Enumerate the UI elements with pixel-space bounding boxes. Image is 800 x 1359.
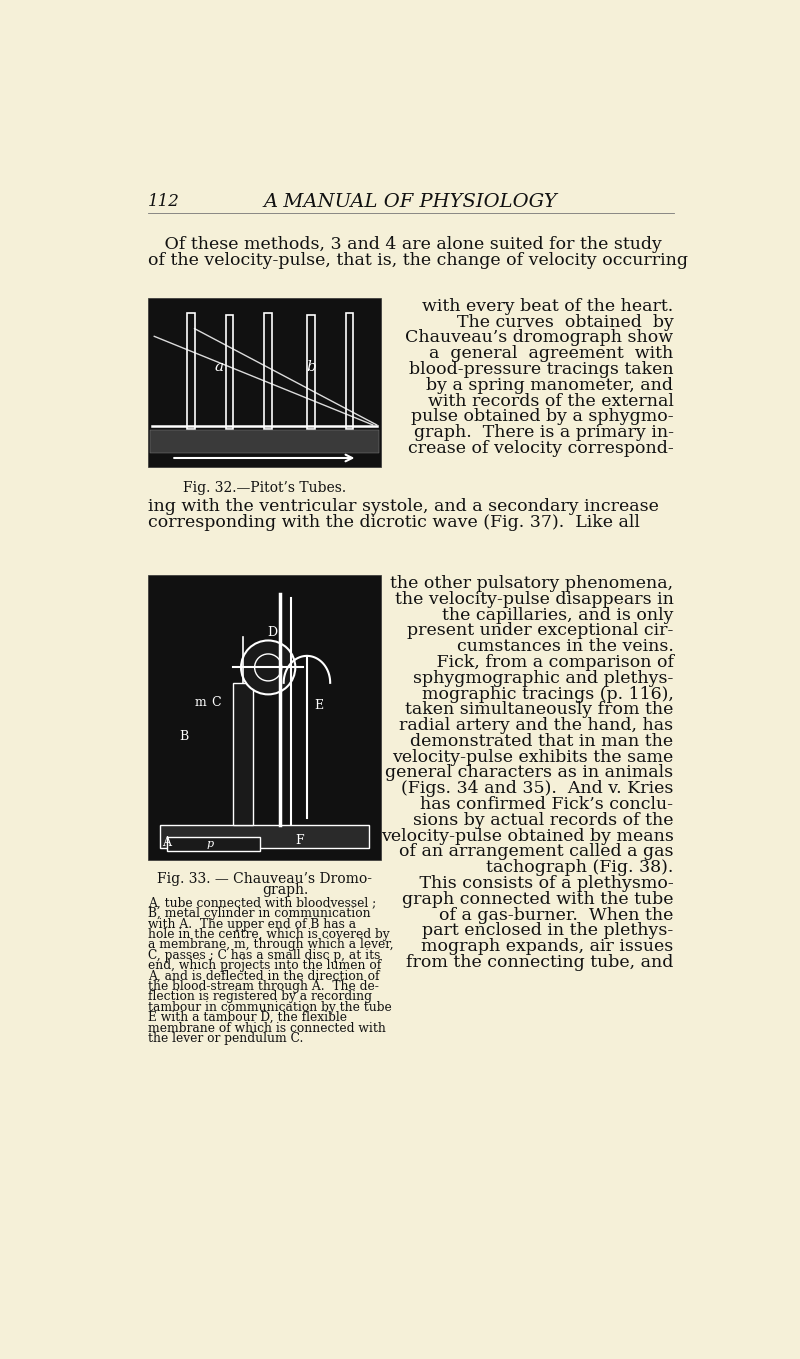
Text: b: b (306, 360, 316, 374)
Text: This consists of a plethysmo-: This consists of a plethysmo- (402, 875, 674, 892)
Text: general characters as in animals: general characters as in animals (386, 765, 674, 781)
Text: F: F (295, 834, 304, 847)
Text: hole in the centre, which is covered by: hole in the centre, which is covered by (148, 928, 390, 940)
Text: graph.: graph. (262, 883, 309, 897)
Text: Chauveau’s dromograph show: Chauveau’s dromograph show (406, 329, 674, 347)
Bar (160, 825, 369, 848)
Text: A, and is deflected in the direction of: A, and is deflected in the direction of (148, 970, 379, 983)
Text: mograph expands, air issues: mograph expands, air issues (422, 938, 674, 955)
Text: membrane of which is connected with: membrane of which is connected with (148, 1022, 386, 1034)
Text: Fick, from a comparison of: Fick, from a comparison of (419, 654, 674, 671)
Text: E with a tambour D, the flexible: E with a tambour D, the flexible (148, 1011, 347, 1025)
Text: B: B (179, 730, 188, 743)
Text: A: A (162, 836, 171, 849)
Text: of the velocity-pulse, that is, the change of velocity occurring: of the velocity-pulse, that is, the chan… (148, 253, 688, 269)
Text: tambour in communication by the tube: tambour in communication by the tube (148, 1000, 392, 1014)
Text: a  general  agreement  with: a general agreement with (430, 345, 674, 363)
Text: C, passes ; C has a small disc p, at its: C, passes ; C has a small disc p, at its (148, 949, 381, 962)
Bar (187, 313, 194, 428)
Text: has confirmed Fick’s conclu-: has confirmed Fick’s conclu- (421, 796, 674, 813)
Circle shape (241, 640, 295, 694)
Text: of an arrangement called a gas: of an arrangement called a gas (399, 844, 674, 860)
Text: crease of velocity correspond-: crease of velocity correspond- (408, 440, 674, 457)
Text: Fig. 32.—Pitot’s Tubes.: Fig. 32.—Pitot’s Tubes. (182, 481, 346, 495)
Bar (167, 837, 261, 851)
Text: with records of the external: with records of the external (428, 393, 674, 409)
Text: A, tube connected with bloodvessel ;: A, tube connected with bloodvessel ; (148, 897, 376, 911)
Bar (307, 315, 314, 428)
Text: taken simultaneously from the: taken simultaneously from the (405, 701, 674, 719)
Text: corresponding with the dicrotic wave (Fig. 37).  Like all: corresponding with the dicrotic wave (Fi… (148, 514, 640, 531)
Text: the blood-stream through A.  The de-: the blood-stream through A. The de- (148, 980, 379, 993)
Text: p: p (206, 839, 214, 849)
Text: radial artery and the hand, has: radial artery and the hand, has (399, 718, 674, 734)
Text: the other pulsatory phenomena,: the other pulsatory phenomena, (390, 575, 674, 593)
Bar (264, 313, 272, 428)
Text: m: m (194, 696, 206, 708)
Text: blood-pressure tracings taken: blood-pressure tracings taken (409, 361, 674, 378)
Text: sphygmographic and plethys-: sphygmographic and plethys- (413, 670, 674, 686)
Text: by a spring manometer, and: by a spring manometer, and (426, 376, 674, 394)
Text: velocity-pulse obtained by means: velocity-pulse obtained by means (381, 828, 674, 844)
Text: 112: 112 (148, 193, 180, 211)
Text: with every beat of the heart.: with every beat of the heart. (422, 298, 674, 315)
Text: with A.  The upper end of B has a: with A. The upper end of B has a (148, 917, 356, 931)
Text: a membrane, m, through which a lever,: a membrane, m, through which a lever, (148, 939, 394, 951)
Text: sions by actual records of the: sions by actual records of the (413, 811, 674, 829)
Text: tachograph (Fig. 38).: tachograph (Fig. 38). (486, 859, 674, 877)
Text: cumstances in the veins.: cumstances in the veins. (457, 639, 674, 655)
Text: ing with the ventricular systole, and a secondary increase: ing with the ventricular systole, and a … (148, 497, 659, 515)
Text: end, which projects into the lumen of: end, which projects into the lumen of (148, 959, 382, 972)
Text: D: D (267, 626, 277, 639)
Text: part enclosed in the plethys-: part enclosed in the plethys- (422, 923, 674, 939)
Text: demonstrated that in man the: demonstrated that in man the (410, 733, 674, 750)
Text: graph.  There is a primary in-: graph. There is a primary in- (414, 424, 674, 442)
Text: pulse obtained by a sphygmo-: pulse obtained by a sphygmo- (411, 408, 674, 425)
Text: of a gas-burner.  When the: of a gas-burner. When the (439, 906, 674, 924)
Text: E: E (314, 700, 324, 712)
Text: the lever or pendulum C.: the lever or pendulum C. (148, 1031, 303, 1045)
Text: Of these methods, 3 and 4 are alone suited for the study: Of these methods, 3 and 4 are alone suit… (148, 236, 662, 253)
Text: graph connected with the tube: graph connected with the tube (402, 890, 674, 908)
Bar (234, 682, 253, 825)
Text: A MANUAL OF PHYSIOLOGY: A MANUAL OF PHYSIOLOGY (263, 193, 557, 211)
Text: (Figs. 34 and 35).  And v. Kries: (Figs. 34 and 35). And v. Kries (401, 780, 674, 798)
Text: present under exceptional cir-: present under exceptional cir- (407, 622, 674, 639)
Text: a: a (214, 360, 224, 374)
Text: the capillaries, and is only: the capillaries, and is only (442, 606, 674, 624)
Text: The curves  obtained  by: The curves obtained by (457, 314, 674, 330)
Text: Fig. 33. — Chauveau’s Dromo-: Fig. 33. — Chauveau’s Dromo- (157, 872, 372, 886)
Bar (346, 313, 354, 428)
Bar (148, 298, 381, 467)
Text: velocity-pulse exhibits the same: velocity-pulse exhibits the same (392, 749, 674, 765)
Bar (226, 315, 234, 428)
Bar (148, 575, 381, 860)
Text: flection is registered by a recording: flection is registered by a recording (148, 991, 372, 1003)
Text: the velocity-pulse disappears in: the velocity-pulse disappears in (394, 591, 674, 607)
Text: mographic tracings (p. 116),: mographic tracings (p. 116), (422, 685, 674, 703)
Text: C: C (211, 696, 222, 708)
Text: from the connecting tube, and: from the connecting tube, and (406, 954, 674, 970)
Text: B, metal cylinder in communication: B, metal cylinder in communication (148, 908, 370, 920)
Bar (150, 431, 379, 454)
